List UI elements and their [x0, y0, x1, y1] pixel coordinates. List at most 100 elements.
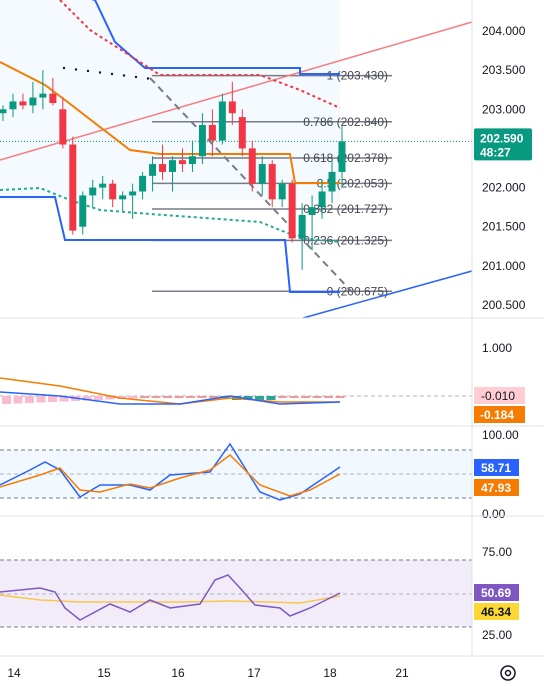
macd-histogram-bar	[186, 396, 195, 398]
current-price-label: 202.590	[480, 131, 524, 145]
macd-histogram-bar	[324, 396, 333, 398]
price-tick-label: 201.000	[482, 259, 526, 273]
stochastic-panel[interactable]: 100.00 0.00 58.71 47.93	[0, 425, 544, 521]
price-tick-label: 204.000	[482, 24, 526, 38]
candle-body	[258, 164, 266, 184]
rsi-tick-75: 75.00	[482, 545, 512, 559]
candle-body	[139, 175, 147, 192]
fib-label: 0 (200.675)	[327, 284, 388, 298]
rsi-ma-value: 46.34	[481, 605, 511, 619]
candle-body	[159, 164, 167, 172]
macd-histogram-bar	[335, 396, 345, 398]
candle-body	[178, 160, 186, 165]
macd-histogram-bar	[312, 396, 322, 398]
candle-body	[129, 191, 137, 196]
macd-drawing	[0, 377, 472, 405]
rsi-badge	[474, 584, 519, 601]
rsi-ma-badge	[474, 603, 519, 620]
fib-label: 0.618 (202.378)	[303, 151, 388, 165]
parabolic-dot	[74, 68, 78, 71]
macd-badges: -0.010 -0.184	[474, 387, 525, 423]
macd-histogram-bar	[301, 396, 310, 398]
parabolic-dot	[86, 69, 90, 73]
macd-value: -0.010	[481, 389, 515, 403]
candle-body	[338, 141, 346, 172]
trend-lines[interactable]	[0, 21, 473, 319]
stoch-drawing	[0, 442, 341, 501]
macd-histogram-bar	[255, 396, 264, 400]
rsi-tick-25: 25.00	[482, 628, 512, 642]
candle-body	[59, 109, 67, 145]
candle-body	[149, 164, 157, 176]
candle-body	[19, 101, 27, 106]
candle-body	[89, 187, 97, 196]
donchian-lower	[0, 196, 340, 293]
price-tick-label: 200.500	[482, 298, 526, 312]
macd-histogram-bar	[36, 396, 46, 403]
macd-histogram-bar	[289, 396, 299, 398]
stoch-d-line	[0, 454, 341, 497]
trendline-blue	[302, 270, 473, 319]
signal-value: -0.184	[480, 408, 514, 422]
candle-body	[238, 117, 246, 149]
candle-body	[29, 97, 37, 106]
time-tick-label: 21	[395, 666, 409, 680]
rsi-value: 50.69	[481, 586, 511, 600]
candle-body	[208, 124, 216, 141]
candle-body	[109, 183, 117, 200]
candle-body	[49, 93, 57, 104]
signal-badge-bg	[474, 406, 525, 423]
macd-histogram-bar	[94, 396, 103, 400]
macd-histogram-bar	[197, 396, 207, 398]
macd-histogram-bar	[82, 396, 92, 401]
macd-histogram-bar	[243, 396, 253, 400]
macd-histogram-bar	[266, 396, 276, 400]
candle-body	[268, 164, 276, 200]
fib-label: 0.236 (201.325)	[303, 233, 388, 247]
candle-body	[99, 183, 107, 188]
stoch-tick-100: 100.00	[482, 428, 519, 442]
candle-body	[119, 195, 127, 200]
candle-body	[298, 214, 306, 239]
rsi-panel[interactable]: 75.00 25.00 50.69 46.34	[0, 515, 544, 642]
candle-body	[198, 124, 206, 157]
donchian-upper	[91, 0, 340, 75]
time-tick-label: 18	[323, 666, 337, 680]
stoch-k-badge	[474, 459, 519, 476]
rsi-line	[0, 574, 341, 621]
candle-body	[79, 195, 87, 227]
stoch-badges: 58.71 47.93	[474, 459, 519, 496]
price-panel[interactable]: 1 (203.430) 0.786 (202.840) 0.618 (202.378…	[0, 0, 532, 319]
macd-tick-1: 1.000	[482, 341, 512, 355]
candle-body	[288, 183, 296, 239]
macd-histogram-bar	[13, 396, 23, 404]
macd-histogram-bar	[59, 396, 69, 402]
rsi-ma-line	[0, 594, 341, 604]
countdown-label: 48:27	[480, 145, 511, 159]
macd-panel[interactable]: 1.000 -0.010 -0.184	[0, 317, 544, 423]
upper-band-dotted	[59, 0, 341, 109]
fib-label: 0.786 (202.840)	[303, 115, 388, 129]
parabolic-dot	[146, 77, 150, 80]
macd-histogram-bar	[105, 396, 115, 400]
price-tick-label: 203.500	[482, 63, 526, 77]
macd-histogram-bar	[25, 396, 34, 403]
time-tick-label: 16	[171, 666, 185, 680]
stoch-d-badge	[474, 479, 519, 496]
trendline-up-red	[0, 21, 473, 161]
candle-body	[278, 183, 286, 200]
time-tick-label: 14	[7, 666, 21, 680]
macd-histogram-bar	[2, 396, 11, 404]
time-axis[interactable]: 14 15 16 17 18 21	[0, 655, 544, 680]
candle-body	[248, 148, 256, 184]
price-axis: 204.000203.500203.000202.500202.000201.5…	[482, 24, 526, 312]
parabolic-dot	[122, 74, 126, 77]
macd-histogram-bar	[278, 396, 287, 398]
candle-body	[9, 101, 17, 110]
trendline-dashed	[149, 77, 353, 293]
settings-icon[interactable]	[500, 665, 516, 681]
parabolic-dot	[110, 72, 114, 76]
stoch-tick-0: 0.00	[482, 507, 506, 521]
parabolic-dot	[98, 71, 102, 74]
